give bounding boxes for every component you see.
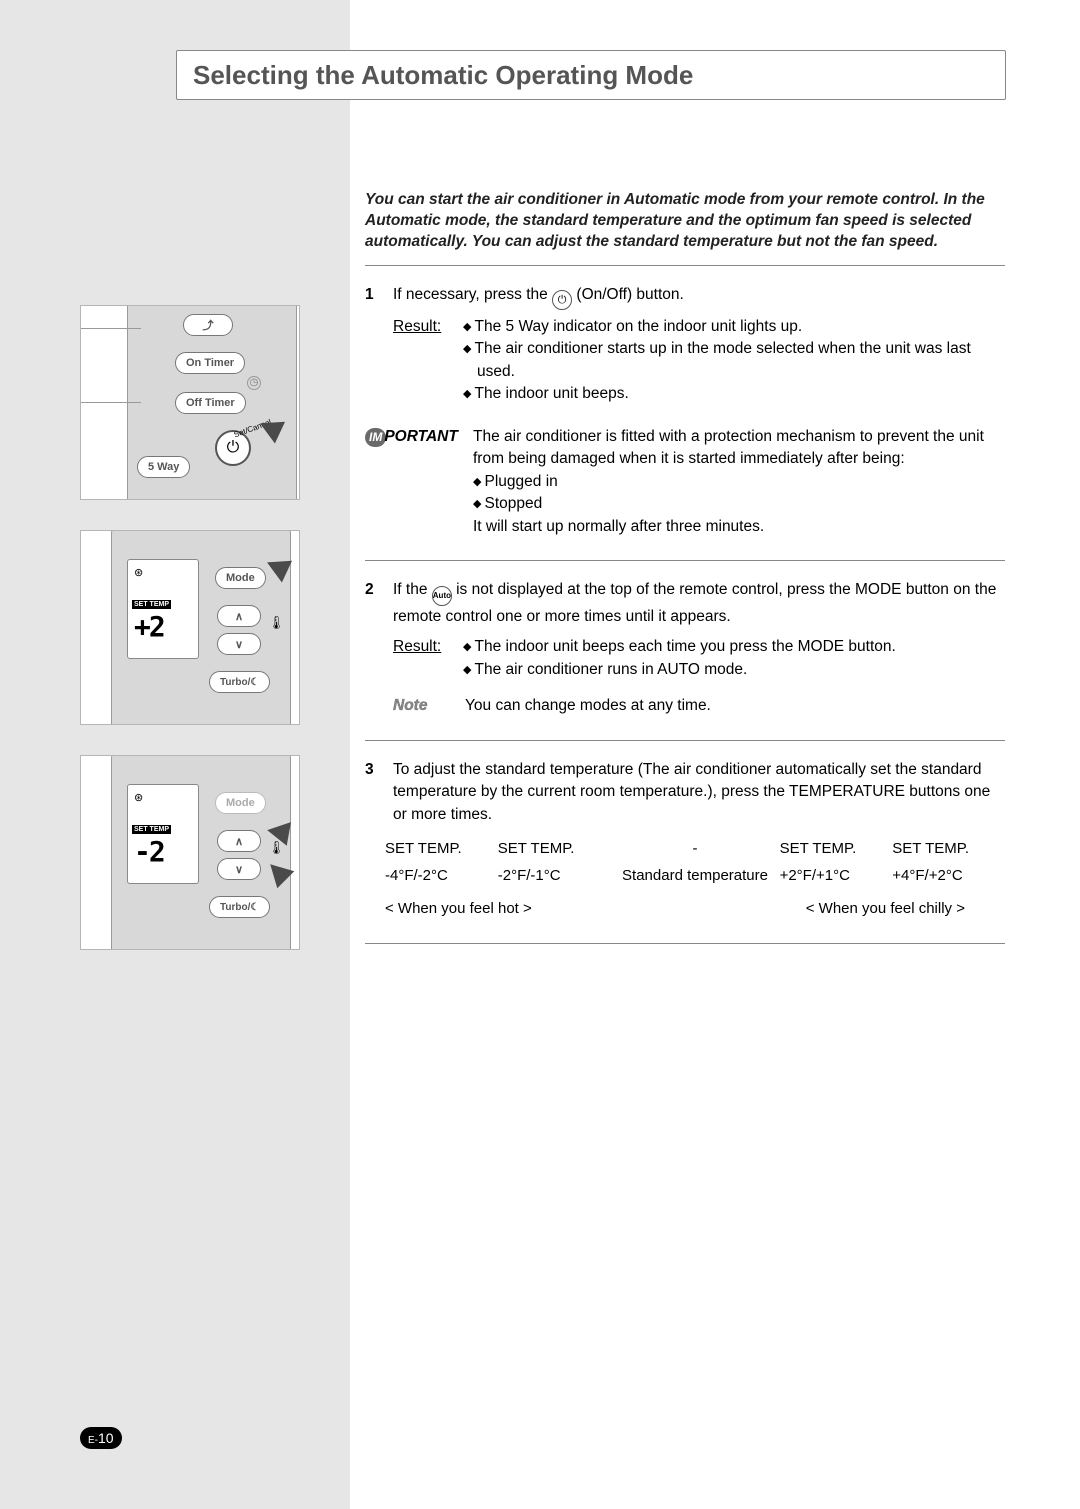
mode-button: Mode	[215, 567, 266, 589]
table-header: SET TEMP.	[892, 840, 1005, 857]
result-label: Result:	[393, 316, 453, 406]
note-label: Note	[393, 695, 453, 717]
remote-lcd: ⊛ SET TEMP +2	[127, 559, 199, 659]
remote-lcd: ⊛ SET TEMP -2	[127, 784, 199, 884]
table-header: -	[610, 840, 779, 857]
auto-mode-icon: ⊛	[134, 791, 143, 804]
note-callout: Note You can change modes at any time.	[365, 695, 1005, 717]
step-1: 1 If necessary, press the ⏻ (On/Off) but…	[365, 284, 1005, 310]
separator	[365, 740, 1005, 741]
step-1-result: Result: The 5 Way indicator on the indoo…	[365, 316, 1005, 406]
page-number: E-10	[80, 1427, 122, 1449]
result-item: The air conditioner runs in AUTO mode.	[463, 659, 1005, 681]
set-temp-label: SET TEMP	[132, 825, 171, 834]
temp-down-button: ∨	[217, 858, 261, 880]
step-3: 3 To adjust the standard temperature (Th…	[365, 759, 1005, 826]
pointer-arrow	[265, 818, 291, 845]
table-cell: -2°F/-1°C	[498, 867, 611, 884]
important-text: The air conditioner is fitted with a pro…	[473, 426, 1005, 471]
table-header: SET TEMP.	[385, 840, 498, 857]
remote-illustration-2: ⊛ SET TEMP +2 Mode ∧ 🌡 ∨ Turbo/☾	[80, 530, 300, 725]
intro-paragraph: You can start the air conditioner in Aut…	[365, 190, 1005, 266]
off-timer-button: Off Timer	[175, 392, 246, 414]
step-text: If the	[393, 581, 432, 598]
lcd-value: -2	[134, 835, 164, 868]
auto-icon: Auto	[432, 586, 452, 606]
remote-illustration-3: ⊛ SET TEMP -2 Mode ∧ 🌡 ∨ Turbo/☾	[80, 755, 300, 950]
auto-mode-icon: ⊛	[134, 566, 143, 579]
table-header: SET TEMP.	[780, 840, 893, 857]
important-label: IMPORTANT	[365, 426, 461, 538]
feel-row: < When you feel hot > < When you feel ch…	[385, 900, 1005, 917]
separator	[365, 560, 1005, 561]
separator	[365, 943, 1005, 944]
result-bullets: The indoor unit beeps each time you pres…	[463, 636, 1005, 681]
important-item: Plugged in	[473, 471, 1005, 493]
result-item: The indoor unit beeps each time you pres…	[463, 636, 1005, 658]
table-header: SET TEMP.	[498, 840, 611, 857]
remote-illustrations: ⤴ On Timer ◷ Off Timer ⏻ Set/Cancel 5 Wa…	[80, 305, 300, 980]
step-text: (On/Off) button.	[576, 286, 683, 303]
table-cell: +2°F/+1°C	[780, 867, 893, 884]
temperature-table: SET TEMP. SET TEMP. - SET TEMP. SET TEMP…	[365, 840, 1005, 917]
step-text: If necessary, press the	[393, 286, 552, 303]
temp-down-button: ∨	[217, 633, 261, 655]
swing-icon-btn: ⤴	[183, 314, 233, 336]
remote-illustration-1: ⤴ On Timer ◷ Off Timer ⏻ Set/Cancel 5 Wa…	[80, 305, 300, 500]
step-number: 3	[365, 759, 379, 826]
table-value-row: -4°F/-2°C -2°F/-1°C Standard temperature…	[385, 867, 1005, 884]
table-cell: Standard temperature	[610, 867, 779, 884]
important-bullets: Plugged in Stopped	[473, 471, 1005, 516]
temp-up-button: ∧	[217, 830, 261, 852]
result-item: The air conditioner starts up in the mod…	[463, 338, 1005, 383]
result-label: Result:	[393, 636, 453, 681]
table-header-row: SET TEMP. SET TEMP. - SET TEMP. SET TEMP…	[385, 840, 1005, 857]
result-bullets: The 5 Way indicator on the indoor unit l…	[463, 316, 1005, 406]
important-callout: IMPORTANT The air conditioner is fitted …	[365, 426, 1005, 538]
table-cell: -4°F/-2°C	[385, 867, 498, 884]
page-title: Selecting the Automatic Operating Mode	[193, 60, 693, 91]
clock-icon: ◷	[247, 376, 261, 390]
title-bar: Selecting the Automatic Operating Mode	[176, 50, 1006, 100]
step-number: 2	[365, 579, 379, 628]
mode-button: Mode	[215, 792, 266, 814]
step-text: To adjust the standard temperature (The …	[393, 759, 1005, 826]
temp-up-button: ∧	[217, 605, 261, 627]
result-item: The indoor unit beeps.	[463, 383, 1005, 405]
important-text: It will start up normally after three mi…	[473, 516, 1005, 538]
thermometer-icon: 🌡	[268, 615, 285, 631]
lcd-value: +2	[134, 610, 164, 643]
set-temp-label: SET TEMP	[132, 600, 171, 609]
result-item: The 5 Way indicator on the indoor unit l…	[463, 316, 1005, 338]
turbo-button: Turbo/☾	[209, 896, 270, 918]
step-text: is not displayed at the top of the remot…	[393, 581, 996, 625]
five-way-button: 5 Way	[137, 456, 190, 478]
important-item: Stopped	[473, 493, 1005, 515]
step-2: 2 If the Auto is not displayed at the to…	[365, 579, 1005, 628]
feel-chilly-label: < When you feel chilly >	[806, 900, 965, 917]
feel-hot-label: < When you feel hot >	[385, 900, 532, 917]
power-icon: ⏻	[552, 290, 572, 310]
step-2-result: Result: The indoor unit beeps each time …	[365, 636, 1005, 681]
turbo-button: Turbo/☾	[209, 671, 270, 693]
note-text: You can change modes at any time.	[465, 695, 711, 717]
on-timer-button: On Timer	[175, 352, 245, 374]
step-number: 1	[365, 284, 379, 310]
table-cell: +4°F/+2°C	[892, 867, 1005, 884]
instructions-column: You can start the air conditioner in Aut…	[365, 190, 1005, 962]
